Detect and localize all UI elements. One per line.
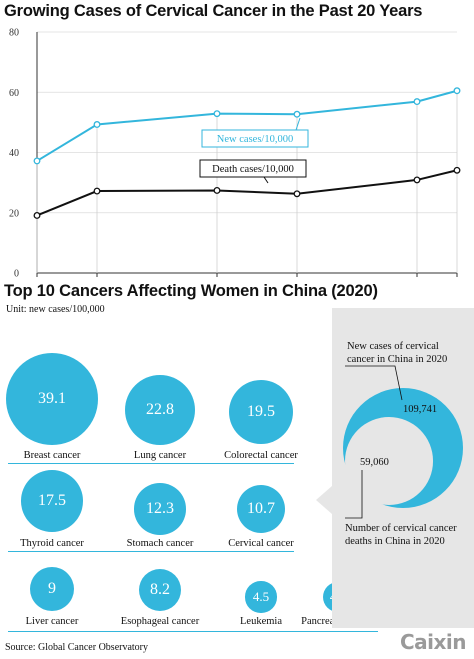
inner-circle-label: Number of cervical cancer deaths in Chin…	[345, 523, 457, 547]
new-cases-point	[413, 98, 421, 106]
death-cases-point	[213, 187, 221, 194]
x-tick-label: 2012	[287, 279, 307, 280]
svg-text:Death cases/10,000: Death cases/10,000	[212, 164, 294, 175]
bubble-label: Breast cancer	[23, 450, 81, 461]
caixin-logo: Caixin	[399, 630, 467, 654]
bubble-label: Thyroid cancer	[20, 538, 84, 549]
death-cases-point	[293, 190, 301, 198]
bubble: 9	[29, 566, 75, 612]
x-tick-label: 2002	[87, 279, 107, 280]
death-cases-line	[36, 169, 458, 217]
new-cases-point	[93, 121, 101, 128]
bubble-label: Leukemia	[240, 616, 282, 627]
svg-text:New cases/10,000: New cases/10,000	[217, 134, 293, 145]
x-tick-label: 2020	[447, 279, 467, 280]
bubble-label: Liver cancer	[25, 616, 79, 627]
bubble: 19.5	[228, 379, 294, 445]
bubble: 4.5	[245, 581, 277, 613]
row-divider	[8, 551, 294, 552]
x-tick-label: 2008	[207, 279, 227, 280]
y-tick-label: 60	[9, 88, 19, 99]
y-tick-label: 0	[14, 269, 19, 280]
y-tick-label: 80	[9, 28, 19, 39]
unit-label: Unit: new cases/100,000	[6, 304, 105, 315]
x-tick-label: 2018	[407, 279, 427, 280]
new-cases-point	[453, 87, 461, 95]
bubble: 22.8	[124, 374, 196, 446]
death-cases-point	[453, 166, 461, 174]
y-tick-label: 20	[9, 208, 19, 219]
death-cases-point	[33, 212, 41, 219]
bubble-label: Cervical cancer	[228, 538, 294, 549]
bubble: 39.1	[6, 353, 98, 445]
bubble-label: Lung cancer	[133, 450, 187, 461]
bubble-label: Esophageal cancer	[120, 616, 200, 627]
bubble-label: Colorectal cancer	[224, 450, 298, 461]
panel-pointer	[316, 486, 332, 514]
bubble: 17.5	[21, 470, 83, 532]
y-tick-label: 40	[9, 148, 19, 159]
bubble: 12.3	[134, 483, 186, 535]
bubble-label: Stomach cancer	[126, 538, 194, 549]
row-divider	[8, 463, 294, 464]
line-chart: 0 20 40 60 80 1999 2002 2008 2012 2018 2020 New cas…	[9, 28, 467, 281]
death-cases-point	[93, 187, 101, 195]
outer-circle-label: New cases of cervical cancer in China in…	[347, 341, 448, 365]
new-cases-callout: New cases/10,000	[201, 117, 309, 148]
death-cases-point	[413, 176, 421, 184]
bubble-chart-title: Top 10 Cancers Affecting Women in China …	[4, 282, 378, 300]
new-cases-point	[213, 110, 221, 118]
x-tick-label: 1999	[27, 279, 47, 280]
new-cases-point	[33, 157, 41, 165]
death-cases-callout: Death cases/10,000	[199, 159, 307, 184]
bubble: 8.2	[138, 568, 182, 612]
new-cases-point	[293, 110, 301, 118]
row-divider	[8, 631, 378, 632]
source-note: Source: Global Cancer Observatory	[5, 642, 149, 653]
line-chart-title: Growing Cases of Cervical Cancer in the …	[4, 2, 423, 20]
new-cases-line	[36, 89, 458, 162]
bubble: 10.7	[236, 484, 286, 534]
